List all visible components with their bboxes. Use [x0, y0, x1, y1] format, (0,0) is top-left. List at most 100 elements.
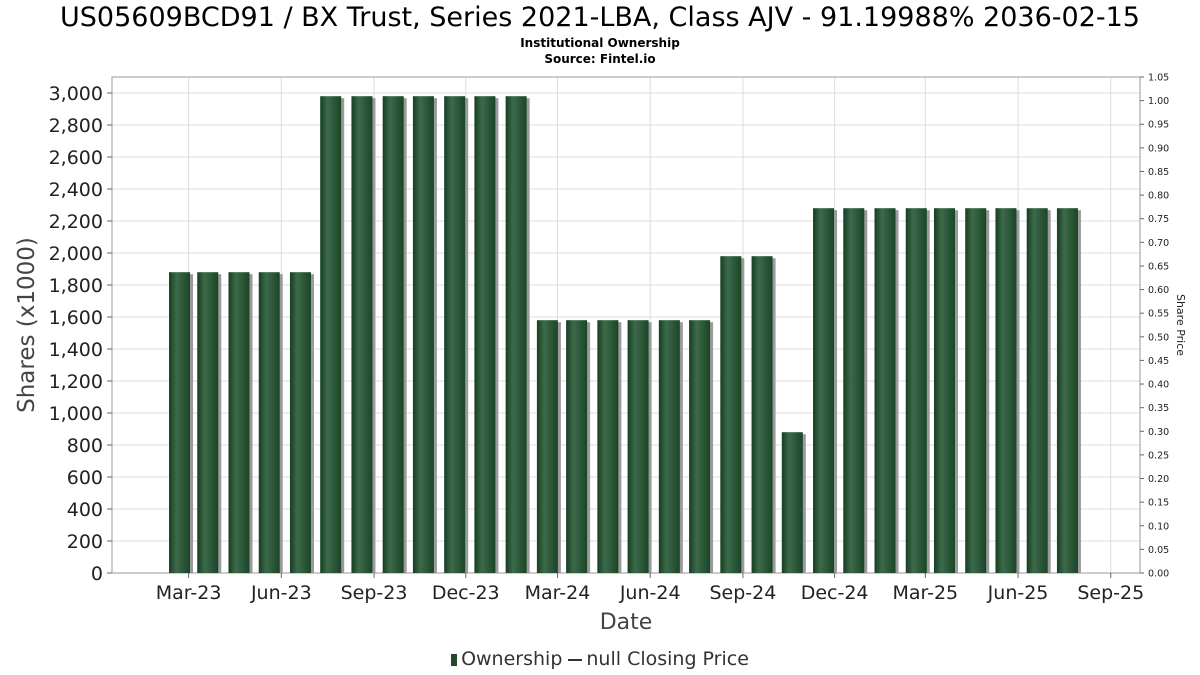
y2-tick-label: 0.70: [1148, 238, 1169, 249]
ownership-bar: [781, 432, 806, 573]
ownership-bar: [382, 96, 407, 573]
bar-body: [813, 208, 835, 573]
ownership-bar: [474, 96, 499, 573]
bar-body: [289, 272, 311, 573]
ownership-bar: [351, 96, 376, 573]
legend-ownership: Ownership: [461, 648, 563, 670]
bar-body: [874, 208, 896, 573]
bar-body: [843, 208, 865, 573]
bar-body: [505, 96, 527, 573]
ownership-bar: [228, 272, 253, 573]
x-tick-label: Mar-24: [525, 582, 591, 604]
y-tick-label: 2,200: [49, 211, 103, 233]
x-tick-label: Mar-23: [156, 582, 222, 604]
ownership-legend-swatch: [451, 653, 458, 666]
bar-body: [1026, 208, 1048, 573]
y2-tick-label: 0.25: [1148, 450, 1169, 461]
ownership-bar: [320, 96, 345, 573]
y2-tick-label: 0.80: [1148, 191, 1169, 202]
bar-body: [689, 320, 711, 573]
ownership-bar: [505, 96, 530, 573]
y2-tick-label: 0.45: [1148, 356, 1169, 367]
ownership-chart: 0 200 400 600 800 1,000 1,200 1,400 1,600 1,800 2,…: [14, 73, 1187, 636]
y-tick-label: 1,200: [49, 371, 103, 393]
ownership-bar: [627, 320, 652, 573]
y-tick-label: 3,000: [49, 83, 103, 105]
y2-tick-label: 0.35: [1148, 403, 1169, 414]
x-tick-label: Mar-25: [892, 582, 958, 604]
y-tick-label: 2,800: [49, 115, 103, 137]
legend: Ownership null Closing Price: [0, 648, 1200, 670]
y-tick-label: 200: [67, 531, 103, 553]
ownership-bar: [169, 272, 194, 573]
bar-body: [751, 256, 773, 573]
y2-tick-label: 0.55: [1148, 309, 1169, 320]
plot-area: [111, 76, 1141, 574]
ownership-bar: [597, 320, 622, 573]
y2-tick-label: 0.20: [1148, 474, 1169, 485]
bar-body: [536, 320, 558, 573]
bar-body: [258, 272, 280, 573]
x-tick-label: Jun-25: [987, 582, 1049, 604]
bar-body: [320, 96, 342, 573]
bar-body: [995, 208, 1017, 573]
bars: [169, 96, 1081, 573]
ownership-bar: [1026, 208, 1051, 573]
y-tick-label: 400: [67, 499, 103, 521]
x-tick-label: Sep-24: [709, 582, 776, 604]
bar-body: [627, 320, 649, 573]
chart-subtitle: Institutional Ownership: [520, 36, 680, 50]
y-tick-label: 2,400: [49, 179, 103, 201]
ownership-bar: [444, 96, 469, 573]
y2-axis-label: Share Price: [1174, 294, 1187, 356]
y2-tick-label: 0.60: [1148, 285, 1169, 296]
y2-tick-label: 1.00: [1148, 96, 1169, 107]
x-axis-label: Date: [600, 610, 653, 635]
y2-tick-label: 0.40: [1148, 380, 1169, 391]
ownership-bar: [995, 208, 1020, 573]
bar-body: [444, 96, 466, 573]
y-tick-label: 1,800: [49, 275, 103, 297]
ownership-bar: [905, 208, 930, 573]
y-tick-label: 600: [67, 467, 103, 489]
bar-body: [720, 256, 742, 573]
ownership-bar: [289, 272, 314, 573]
ownership-bar: [751, 256, 776, 573]
bar-body: [597, 320, 619, 573]
y2-tick-label: 0.15: [1148, 498, 1169, 509]
ownership-bar: [965, 208, 990, 573]
x-tick-label: Sep-23: [341, 582, 408, 604]
bar-body: [228, 272, 250, 573]
bar-body: [382, 96, 404, 573]
axes: 0 200 400 600 800 1,000 1,200 1,400 1,600 1,800 2,…: [49, 73, 1170, 605]
y2-tick-label: 1.05: [1148, 73, 1169, 84]
x-tick-label: Jun-23: [250, 582, 312, 604]
price-legend-line: [568, 658, 583, 661]
y2-tick-label: 0.00: [1148, 569, 1169, 580]
chart-source: Source: Fintel.io: [544, 52, 656, 66]
y2-tick-label: 0.95: [1148, 120, 1169, 131]
y2-tick-label: 0.90: [1148, 143, 1169, 154]
bar-body: [965, 208, 987, 573]
bar-body: [933, 208, 955, 573]
ownership-bar: [658, 320, 683, 573]
bar-body: [658, 320, 680, 573]
bar-body: [351, 96, 373, 573]
y-tick-label: 2,000: [49, 243, 103, 265]
y2-tick-label: 0.85: [1148, 167, 1169, 178]
x-tick-label: Dec-24: [801, 582, 869, 604]
chart-title: US05609BCD91 / BX Trust, Series 2021-LBA…: [60, 2, 1140, 33]
ownership-bar: [197, 272, 222, 573]
ownership-bar: [720, 256, 745, 573]
bar-body: [566, 320, 588, 573]
y-tick-label: 800: [67, 435, 103, 457]
x-tick-label: Sep-25: [1077, 582, 1144, 604]
bar-body: [197, 272, 219, 573]
y-tick-label: 1,600: [49, 307, 103, 329]
x-tick-label: Jun-24: [619, 582, 681, 604]
ownership-bar: [412, 96, 437, 573]
y-tick-label: 1,000: [49, 403, 103, 425]
ownership-bar: [258, 272, 283, 573]
ownership-bar: [933, 208, 958, 573]
bar-body: [905, 208, 927, 573]
